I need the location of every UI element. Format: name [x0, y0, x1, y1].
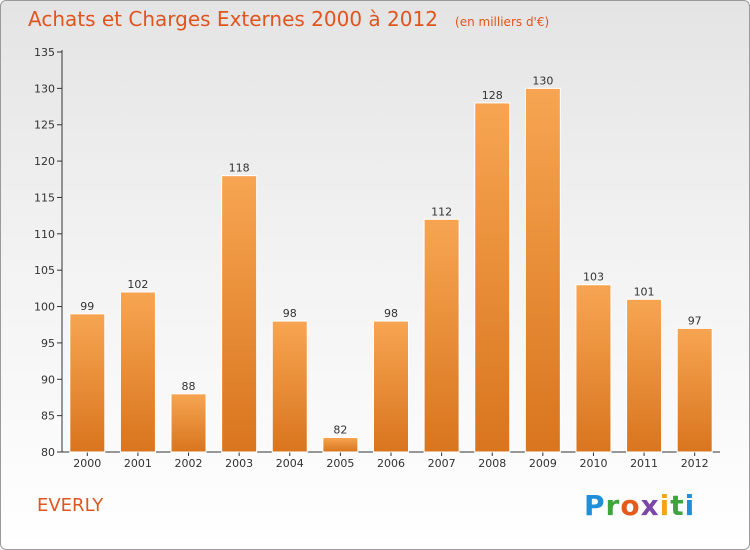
y-tick-label: 130: [34, 82, 55, 95]
bar: [626, 298, 663, 453]
x-tick-label: 2009: [529, 457, 557, 470]
y-tick-label: 115: [34, 191, 55, 204]
data-label: 130: [532, 74, 553, 87]
x-tick-label: 2000: [73, 457, 101, 470]
bar: [423, 218, 460, 453]
data-label: 102: [127, 278, 148, 291]
y-tick-label: 105: [34, 264, 55, 277]
x-tick-label: 2002: [175, 457, 203, 470]
y-tick-label: 120: [34, 155, 55, 168]
y-tick-label: 135: [34, 46, 55, 59]
data-label: 98: [283, 307, 297, 320]
bar: [575, 284, 612, 453]
data-label: 99: [80, 300, 94, 313]
commune-name: EVERLY: [37, 495, 104, 516]
data-label: 88: [182, 380, 196, 393]
bar: [524, 87, 561, 453]
axes: 80 85 90 95 100 105 110 115 120 125 130 135 2000 2001…: [34, 46, 720, 470]
x-tick-label: 2004: [276, 457, 304, 470]
bar: [170, 393, 207, 453]
x-tick-label: 2003: [225, 457, 253, 470]
x-tick-label: 2012: [681, 457, 709, 470]
bars: [69, 87, 713, 453]
bar: [69, 313, 106, 453]
x-tick-label: 2011: [630, 457, 658, 470]
data-label: 82: [333, 423, 347, 436]
y-tick-label: 80: [41, 446, 55, 459]
x-tick-label: 2008: [478, 457, 506, 470]
bar: [322, 436, 359, 453]
y-tick-label: 125: [34, 119, 55, 132]
bar: [271, 320, 308, 453]
data-label: 128: [482, 89, 503, 102]
x-tick-label: 2006: [377, 457, 405, 470]
data-labels: 99 102 88 118 98 82 98 112 128 130 103 101 97: [80, 74, 701, 436]
data-label: 103: [583, 271, 604, 284]
y-tick-label: 90: [41, 373, 55, 386]
data-label: 101: [634, 285, 655, 298]
x-tick-label: 2001: [124, 457, 152, 470]
y-tick-label: 85: [41, 410, 55, 423]
title-row: Achats et Charges Externes 2000 à 2012 (…: [28, 7, 549, 31]
bar: [373, 320, 409, 453]
chart-subtitle: (en milliers d'€): [455, 15, 550, 29]
x-tick-label: 2010: [579, 457, 607, 470]
chart-title: Achats et Charges Externes 2000 à 2012: [28, 7, 438, 31]
bar: [676, 327, 713, 453]
y-tick-label: 100: [34, 301, 55, 314]
data-label: 112: [431, 205, 452, 218]
bar: [474, 102, 511, 453]
proxiti-logo[interactable]: Proxiti: [584, 489, 696, 522]
data-label: 97: [688, 314, 702, 327]
x-tick-label: 2007: [428, 457, 456, 470]
bar: [221, 175, 258, 453]
x-tick-label: 2005: [326, 457, 354, 470]
data-label: 98: [384, 307, 398, 320]
bar: [119, 291, 156, 453]
y-tick-label: 95: [41, 337, 55, 350]
data-label: 118: [229, 162, 250, 175]
y-tick-label: 110: [34, 228, 55, 241]
